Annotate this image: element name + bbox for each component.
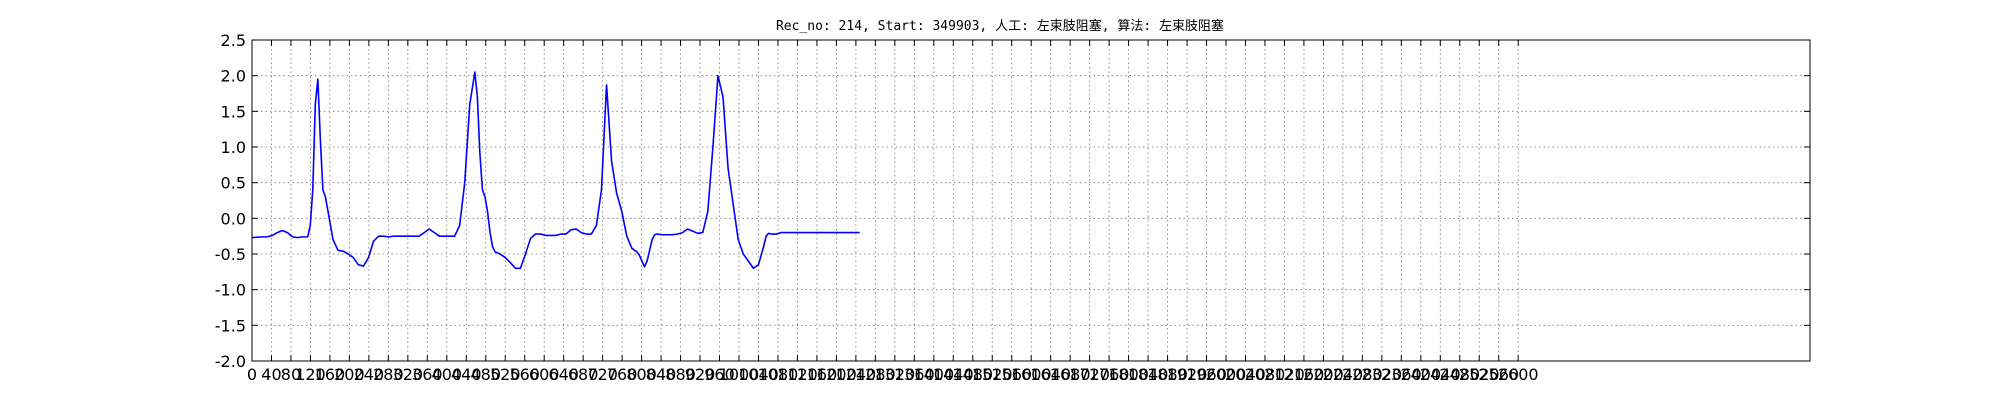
series-line-0 xyxy=(251,71,860,270)
x-tick-label: 280 xyxy=(373,365,404,384)
x-tick-label: 520 xyxy=(490,365,521,384)
x-tick-label: 2440 xyxy=(1420,365,1461,384)
x-tick-label: 2200 xyxy=(1303,365,1344,384)
x-tick-label: 1760 xyxy=(1089,365,1130,384)
x-tick-label: 1320 xyxy=(874,365,915,384)
chart-title: Rec_no: 214, Start: 349903, 人工: 左束肢阻塞, 算… xyxy=(776,18,1224,34)
x-tick-label: 1480 xyxy=(952,365,993,384)
x-tick-label: 2040 xyxy=(1225,365,1266,384)
y-tick-label: 2.0 xyxy=(221,67,246,86)
x-tick-label: 1880 xyxy=(1147,365,1188,384)
y-tick-label: 2.5 xyxy=(221,31,246,50)
x-tick-label: 2560 xyxy=(1478,365,1519,384)
x-tick-label: 1400 xyxy=(913,365,954,384)
x-tick-label: 1600 xyxy=(1011,365,1052,384)
x-tick-label: 1920 xyxy=(1167,365,1208,384)
x-tick-label: 1200 xyxy=(816,365,857,384)
x-tick-label: 1280 xyxy=(855,365,896,384)
x-tick-label: 440 xyxy=(451,365,482,384)
y-tick-label: -2.0 xyxy=(215,352,246,371)
x-tick-label: 1000 xyxy=(719,365,760,384)
x-tick-label: 1360 xyxy=(894,365,935,384)
x-tick-label: 1080 xyxy=(758,365,799,384)
x-tick-label: 600 xyxy=(529,365,560,384)
x-tick-label: 2240 xyxy=(1323,365,1364,384)
x-tick-label: 1240 xyxy=(836,365,877,384)
x-tick-label: 1120 xyxy=(777,365,818,384)
x-tick-label: 1680 xyxy=(1050,365,1091,384)
x-tick-label: 1040 xyxy=(738,365,779,384)
x-tick-label: 2320 xyxy=(1361,365,1402,384)
x-tick-label: 2160 xyxy=(1284,365,1325,384)
x-tick-label: 680 xyxy=(568,365,599,384)
x-tick-label: 560 xyxy=(509,365,540,384)
x-tick-label: 800 xyxy=(626,365,657,384)
x-axis: 0 40 8012016020024028032036040044048052056… xyxy=(247,40,1539,384)
x-tick-label: 360 xyxy=(412,365,443,384)
y-axis: 2.5 2.0 1.5 1.0 0.5 0.0 -0.5 -1.0 -1.5 -2.0 xyxy=(215,31,1810,371)
x-tick-label: 1560 xyxy=(991,365,1032,384)
series-layer xyxy=(251,71,860,270)
x-tick-label: 1440 xyxy=(933,365,974,384)
x-tick-label: 920 xyxy=(685,365,716,384)
x-tick-label: 1720 xyxy=(1069,365,1110,384)
x-tick-label: 2400 xyxy=(1400,365,1441,384)
y-tick-label: 0.5 xyxy=(221,174,246,193)
x-tick-label: 840 xyxy=(646,365,677,384)
x-tick-label: 2520 xyxy=(1459,365,1500,384)
x-tick-label: 160 xyxy=(315,365,346,384)
x-tick-label: 880 xyxy=(665,365,696,384)
x-tick-label: 480 xyxy=(470,365,501,384)
x-tick-label: 0 xyxy=(247,365,257,384)
x-tick-label: 960 xyxy=(704,365,735,384)
x-tick-label: 2360 xyxy=(1381,365,1422,384)
x-tick-label: 240 xyxy=(354,365,385,384)
x-tick-label: 200 xyxy=(334,365,365,384)
x-tick-label: 40 xyxy=(261,365,281,384)
x-tick-label: 2600 xyxy=(1498,365,1539,384)
y-tick-label: 0.0 xyxy=(221,209,246,228)
y-tick-label: -1.0 xyxy=(215,281,246,300)
x-tick-label: 80 xyxy=(281,365,301,384)
x-tick-label: 320 xyxy=(393,365,424,384)
x-tick-label: 640 xyxy=(548,365,579,384)
x-tick-label: 720 xyxy=(587,365,618,384)
x-tick-label: 1520 xyxy=(972,365,1013,384)
x-tick-label: 2280 xyxy=(1342,365,1383,384)
x-tick-label: 2120 xyxy=(1264,365,1305,384)
y-tick-label: -1.5 xyxy=(215,316,246,335)
x-tick-label: 1800 xyxy=(1108,365,1149,384)
y-tick-label: -0.5 xyxy=(215,245,246,264)
x-tick-label: 120 xyxy=(295,365,326,384)
x-tick-label: 400 xyxy=(432,365,463,384)
x-tick-label: 1160 xyxy=(797,365,838,384)
x-tick-label: 2480 xyxy=(1439,365,1480,384)
y-tick-label: 1.0 xyxy=(221,138,246,157)
x-tick-label: 2080 xyxy=(1245,365,1286,384)
x-tick-label: 1840 xyxy=(1128,365,1169,384)
x-tick-label: 1960 xyxy=(1186,365,1227,384)
x-tick-label: 760 xyxy=(607,365,638,384)
x-tick-label: 2000 xyxy=(1206,365,1247,384)
y-tick-label: 1.5 xyxy=(221,102,246,121)
x-tick-label: 1640 xyxy=(1030,365,1071,384)
